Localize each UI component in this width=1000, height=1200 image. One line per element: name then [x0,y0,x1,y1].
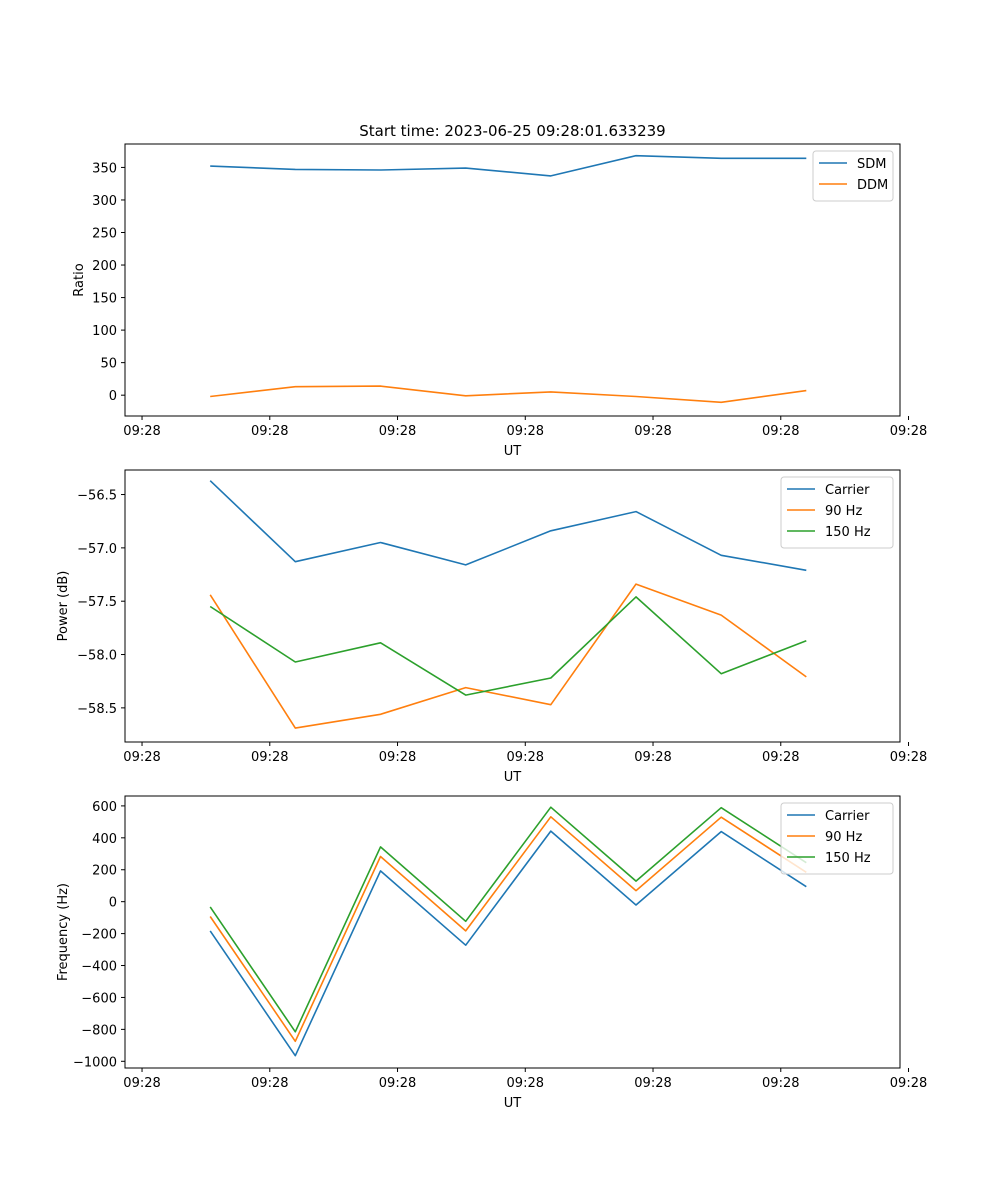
legend-label: 90 Hz [825,504,862,519]
y-tick-label: −58.0 [77,649,117,664]
x-tick-label: 09:28 [379,1076,416,1091]
y-tick-label: −56.5 [77,489,117,504]
x-axis-label: UT [504,444,522,459]
chart-title: Start time: 2023-06-25 09:28:01.633239 [359,122,665,140]
y-tick-label: 250 [92,226,117,241]
panel-2: 09:28 09:28 09:28 09:28 09:28 09:28 09:28 UT −56… [56,469,927,785]
x-tick-label: 09:28 [251,1076,288,1091]
series-line-90-hz [209,583,807,729]
y-tick-label: −800 [81,1023,117,1038]
y-tick-label: −58.5 [77,702,117,717]
x-axis-label: UT [504,1096,522,1111]
x-tick-label: 09:28 [507,1076,544,1091]
y-tick-label: 100 [92,324,117,339]
y-tick-label: 300 [92,194,117,209]
y-tick-label: −400 [81,960,117,975]
series-line-150-hz [209,806,807,1033]
x-tick-label: 09:28 [123,1076,160,1091]
y-tick-label: 200 [92,259,117,274]
x-tick-label: 09:28 [251,424,288,439]
y-tick-label: 150 [92,292,117,307]
y-tick-label: −57.0 [77,542,117,557]
x-tick-label: 09:28 [762,424,799,439]
panel-3: 09:28 09:28 09:28 09:28 09:28 09:28 09:28 UT 600… [56,795,927,1111]
series-line-ddm [210,385,807,404]
legend-label: DDM [857,178,888,193]
legend: Carrier 90 Hz 150 Hz [780,476,894,549]
y-tick-label: 350 [92,161,117,176]
x-tick-label: 09:28 [890,424,927,439]
x-tick-label: 09:28 [762,1076,799,1091]
y-tick-label: −600 [81,991,117,1006]
legend-label: 150 Hz [825,525,871,540]
x-tick-label: 09:28 [634,424,671,439]
y-tick-label: 600 [92,800,117,815]
legend: Carrier 90 Hz 150 Hz [780,802,894,875]
x-axis-label: UT [504,770,522,785]
y-tick-label: −57.5 [77,595,117,610]
axes-frame [124,795,901,1069]
x-tick-label: 09:28 [251,750,288,765]
series-line-90-hz [209,815,807,1043]
panel-1: Start time: 2023-06-25 09:28:01.633239 09… [72,122,927,459]
x-tick-label: 09:28 [123,750,160,765]
y-tick-label: 0 [109,389,117,404]
y-tick-label: 200 [92,864,117,879]
x-tick-label: 09:28 [762,750,799,765]
x-tick-label: 09:28 [634,750,671,765]
series-line-150-hz [209,596,807,696]
x-tick-label: 09:28 [890,1076,927,1091]
legend-label: Carrier [825,483,870,498]
legend: SDM DDM [812,150,894,202]
axes-frame [124,469,901,743]
x-tick-label: 09:28 [379,424,416,439]
series-line-carrier [209,830,807,1057]
legend-label: 150 Hz [825,851,871,866]
legend-label: SDM [857,157,886,172]
y-tick-label: 400 [92,832,117,847]
y-axis-label: Ratio [72,263,87,296]
y-tick-label: −200 [81,928,117,943]
x-tick-label: 09:28 [123,424,160,439]
y-axis-label: Power (dB) [56,571,71,642]
y-tick-label: 50 [100,357,117,372]
axes-frame [124,143,901,417]
legend-label: Carrier [825,809,870,824]
legend-label: 90 Hz [825,830,862,845]
x-tick-label: 09:28 [890,750,927,765]
series-line-sdm [210,154,807,177]
y-tick-label: 0 [109,896,117,911]
x-tick-label: 09:28 [379,750,416,765]
x-tick-label: 09:28 [634,1076,671,1091]
y-axis-label: Frequency (Hz) [56,883,71,981]
x-tick-label: 09:28 [507,750,544,765]
x-tick-label: 09:28 [507,424,544,439]
y-tick-label: −1000 [73,1055,117,1070]
series-line-carrier [209,480,807,572]
